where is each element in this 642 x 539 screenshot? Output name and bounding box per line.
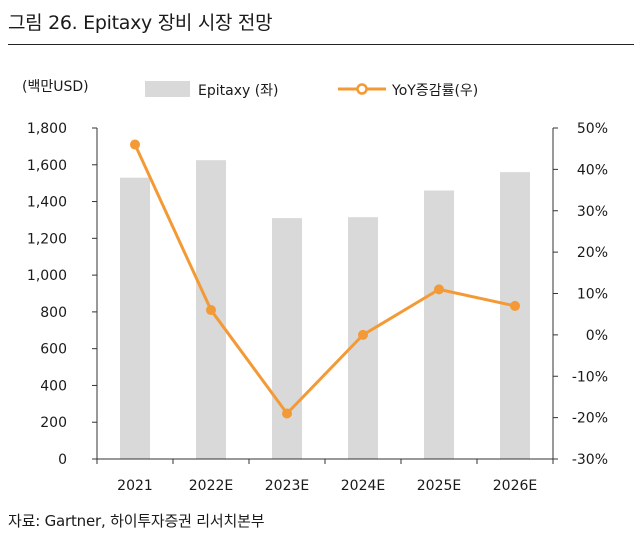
yoy-point-2021: [130, 139, 140, 150]
legend-bar-swatch: [145, 81, 190, 97]
yoy-line: [133, 143, 516, 415]
x-tick-label: 2024E: [341, 478, 385, 494]
yoy-point-2023E: [282, 408, 292, 419]
right-tick-label: 20%: [577, 245, 608, 261]
right-tick-label: 40%: [577, 162, 608, 178]
yoy-point-2026E: [510, 300, 520, 311]
left-tick-label: 1,400: [27, 195, 67, 211]
left-tick-label: 1,800: [27, 121, 67, 137]
legend-line-label: YoY증감률(우): [391, 83, 478, 99]
bar-2021: [120, 177, 150, 459]
bar-2026E: [500, 172, 530, 459]
figure-title: 그림 26. Epitaxy 장비 시장 전망: [8, 12, 273, 34]
bar-2023E: [272, 218, 302, 459]
yoy-point-2025E: [434, 284, 444, 295]
right-tick-label: -10%: [572, 369, 608, 385]
right-tick-label: 10%: [577, 287, 608, 303]
x-tick-label: 2022E: [189, 478, 233, 494]
source-note: 자료: Gartner, 하이투자증권 리서치본부: [8, 512, 265, 530]
y-left-unit-label: (백만USD): [22, 79, 89, 95]
left-tick-label: 1,200: [27, 231, 67, 247]
left-tick-label: 200: [40, 415, 67, 431]
legend-line-marker: [356, 83, 368, 95]
yoy-point-2024E: [358, 329, 368, 340]
yoy-point-2022E: [206, 305, 216, 316]
legend-bar-label: Epitaxy (좌): [198, 83, 279, 99]
left-tick-label: 0: [58, 452, 67, 468]
title-divider: [8, 44, 634, 45]
left-tick-label: 1,000: [27, 268, 67, 284]
x-tick-label: 2021: [117, 478, 153, 494]
right-tick-label: -30%: [572, 452, 608, 468]
right-tick-label: 0%: [586, 328, 608, 344]
left-tick-label: 600: [40, 342, 67, 358]
right-tick-label: 50%: [577, 121, 608, 137]
x-tick-label: 2023E: [265, 478, 309, 494]
right-tick-label: -20%: [572, 411, 608, 427]
x-tick-label: 2026E: [493, 478, 537, 494]
left-tick-label: 400: [40, 378, 67, 394]
right-tick-label: 30%: [577, 204, 608, 220]
x-tick-label: 2025E: [417, 478, 461, 494]
left-tick-label: 1,600: [27, 158, 67, 174]
bar-2025E: [424, 190, 454, 459]
left-tick-label: 800: [40, 305, 67, 321]
